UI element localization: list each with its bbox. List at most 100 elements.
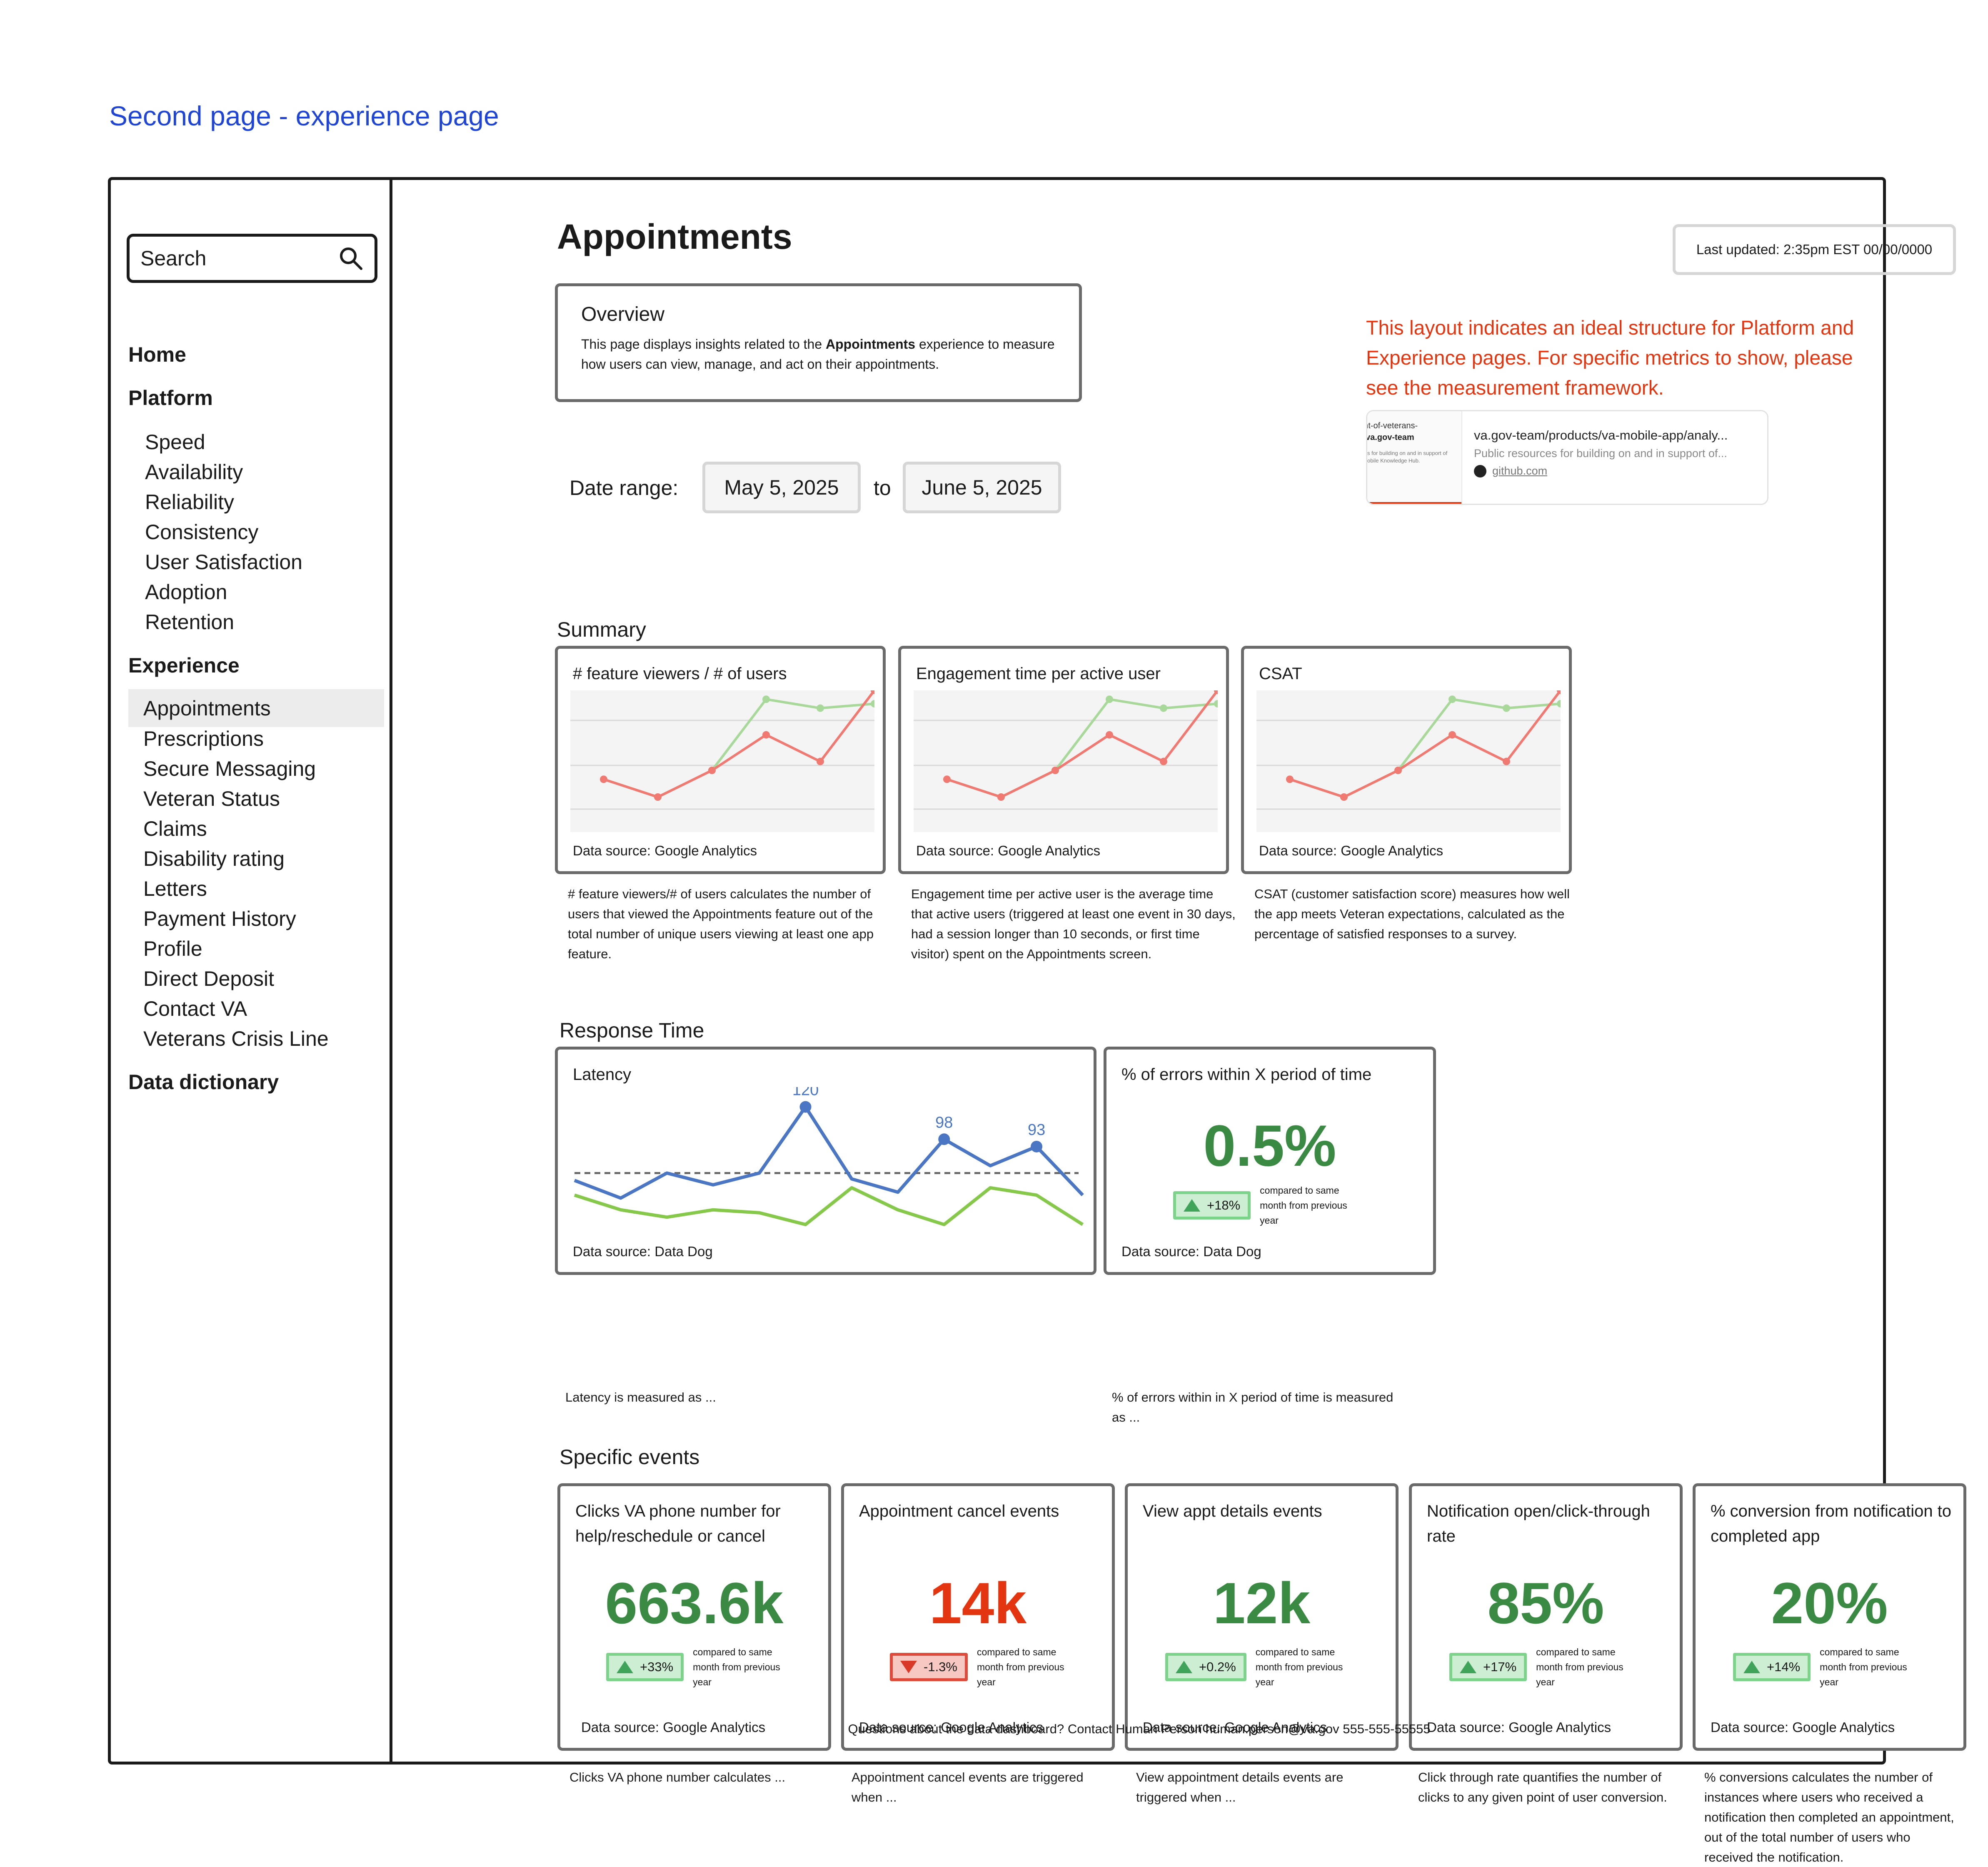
data-source: Data source: Data Dog	[1121, 1244, 1261, 1259]
date-start-field[interactable]: May 5, 2025	[702, 462, 861, 513]
nav-item-veterans-crisis-line[interactable]: Veterans Crisis Line	[143, 1027, 329, 1050]
nav-item-profile[interactable]: Profile	[143, 937, 202, 960]
summary-card-feature-viewers: # feature viewers / # of users Data sour…	[555, 646, 886, 874]
nav-item-speed[interactable]: Speed	[145, 430, 205, 454]
data-point	[938, 1133, 950, 1145]
event-value: 85%	[1487, 1570, 1604, 1636]
date-range-label: Date range:	[569, 476, 679, 500]
latency-chart: 120 98 93	[574, 1087, 1084, 1226]
data-source: Data source: Google Analytics	[1143, 1720, 1327, 1735]
summary-desc-csat: CSAT (customer satisfaction score) measu…	[1254, 887, 1570, 941]
data-point	[1503, 704, 1510, 712]
delta-note: compared to same month from previous yea…	[1255, 1647, 1343, 1687]
chart-background	[1256, 690, 1561, 832]
nav-data-dictionary[interactable]: Data dictionary	[128, 1070, 279, 1094]
nav-item-letters[interactable]: Letters	[143, 877, 207, 900]
event-card-view-details: View appt details events 12k +0.2% compa…	[1125, 1483, 1399, 1751]
nav-item-veteran-status[interactable]: Veteran Status	[143, 787, 280, 810]
trend-up-icon	[1176, 1661, 1192, 1673]
nav-item-adoption[interactable]: Adoption	[145, 580, 227, 604]
data-point	[1394, 767, 1402, 774]
data-point	[1214, 690, 1218, 694]
data-point	[762, 695, 770, 703]
main-content: Appointments Last updated: 2:35pm EST 00…	[395, 180, 1966, 1865]
event-desc-cancel: Appointment cancel events are triggered …	[852, 1770, 1084, 1805]
event-value: 663.6k	[605, 1570, 784, 1636]
data-point	[799, 1101, 812, 1113]
data-label: 93	[1028, 1121, 1045, 1139]
data-point	[708, 767, 716, 774]
link-preview-card[interactable]: ent-of-veterans- va.gov-team s for build…	[1366, 410, 1768, 505]
delta-note: compared to same month from previous yea…	[1260, 1185, 1347, 1226]
nav-item-user-satisfaction[interactable]: User Satisfaction	[145, 550, 302, 574]
event-card-phone-clicks: Clicks VA phone number for help/reschedu…	[557, 1483, 831, 1751]
delta-badge: +18%	[1173, 1191, 1251, 1220]
data-point	[1031, 1140, 1043, 1152]
series-line-1	[603, 690, 874, 799]
nav-item-direct-deposit[interactable]: Direct Deposit	[143, 967, 274, 990]
event-desc-phone-clicks: Clicks VA phone number calculates ...	[569, 1770, 786, 1785]
nav-item-retention[interactable]: Retention	[145, 610, 235, 634]
latency-card: Latency 120 98 93 Data source: Data Dog	[555, 1047, 1096, 1275]
delta-badge: +17%	[1449, 1653, 1527, 1681]
event-card-conversion: % conversion from notification to comple…	[1693, 1483, 1966, 1751]
link-domain[interactable]: github.com	[1474, 465, 1547, 477]
trend-down-icon	[900, 1661, 917, 1673]
event-card-cancel: Appointment cancel events 14k -1.3% comp…	[841, 1483, 1115, 1751]
trend-up-icon	[1184, 1199, 1200, 1212]
summary-card-engagement-time: Engagement time per active user Data sou…	[898, 646, 1229, 874]
card-title: # feature viewers / # of users	[573, 665, 787, 683]
latency-description: Latency is measured as ...	[565, 1390, 716, 1405]
errors-value: 0.5%	[1203, 1113, 1336, 1178]
search-input[interactable]: Search	[127, 234, 377, 283]
event-card-notification-ctr: Notification open/click-through rate 85%…	[1409, 1483, 1683, 1751]
delta-note: compared to same month from previous yea…	[1820, 1647, 1907, 1687]
data-point	[871, 700, 874, 707]
card-title: % conversion from notification to comple…	[1711, 1502, 1952, 1545]
nav-item-consistency[interactable]: Consistency	[145, 520, 259, 544]
data-source: Data source: Google Analytics	[573, 843, 757, 858]
nav-item-availability[interactable]: Availability	[145, 460, 243, 484]
series-line-1	[947, 690, 1218, 799]
card-title: Latency	[573, 1065, 632, 1084]
search-icon[interactable]	[338, 245, 364, 271]
nav-platform[interactable]: Platform	[128, 386, 213, 410]
data-point	[762, 731, 770, 739]
link-title[interactable]: va.gov-team/products/va-mobile-app/analy…	[1474, 428, 1728, 442]
data-point	[1106, 731, 1113, 739]
nav-item-payment-history[interactable]: Payment History	[143, 907, 296, 930]
summary-label: Summary	[557, 618, 646, 641]
event-delta-row: -1.3% compared to same month from previo…	[890, 1645, 1073, 1690]
data-point	[654, 793, 662, 801]
link-description: Public resources for building on and in …	[1474, 447, 1727, 460]
nav-home[interactable]: Home	[128, 343, 186, 366]
nav-item-secure-messaging[interactable]: Secure Messaging	[143, 757, 316, 780]
data-point	[1449, 731, 1456, 739]
footer-contact: Questions about the data dashboard? Cont…	[848, 1722, 1431, 1736]
delta-badge: +0.2%	[1165, 1653, 1246, 1681]
data-point	[943, 775, 951, 783]
last-updated-badge: Last updated: 2:35pm EST 00/00/0000	[1673, 224, 1956, 275]
data-point	[871, 690, 874, 694]
card-title: Appointment cancel events	[859, 1502, 1059, 1520]
layout-note: This layout indicates an ideal structure…	[1366, 317, 1854, 399]
nav-item-appointments[interactable]: Appointments	[128, 689, 384, 727]
nav-item-reliability[interactable]: Reliability	[145, 490, 234, 514]
trend-up-icon	[617, 1661, 633, 1673]
event-desc-conversion: % conversions calculates the number of i…	[1704, 1770, 1954, 1865]
data-source: Data source: Data Dog	[573, 1244, 713, 1259]
data-point	[1160, 757, 1167, 765]
data-source: Data source: Google Analytics	[1427, 1720, 1611, 1735]
link-thumbnail: ent-of-veterans- va.gov-team s for build…	[1367, 411, 1462, 504]
nav-item-claims[interactable]: Claims	[143, 817, 207, 840]
nav-experience[interactable]: Experience	[128, 654, 240, 677]
delta-note: compared to same month from previous yea…	[693, 1647, 780, 1687]
nav-item-prescriptions[interactable]: Prescriptions	[143, 727, 264, 750]
date-end-field[interactable]: June 5, 2025	[903, 462, 1061, 513]
feature-viewers-chart	[570, 690, 874, 832]
card-title: Clicks VA phone number for help/reschedu…	[575, 1502, 781, 1545]
summary-desc-engagement-time: Engagement time per active user is the a…	[911, 887, 1236, 961]
data-source: Data source: Google Analytics	[1259, 843, 1444, 858]
nav-item-contact-va[interactable]: Contact VA	[143, 997, 247, 1020]
nav-item-disability-rating[interactable]: Disability rating	[143, 847, 285, 870]
